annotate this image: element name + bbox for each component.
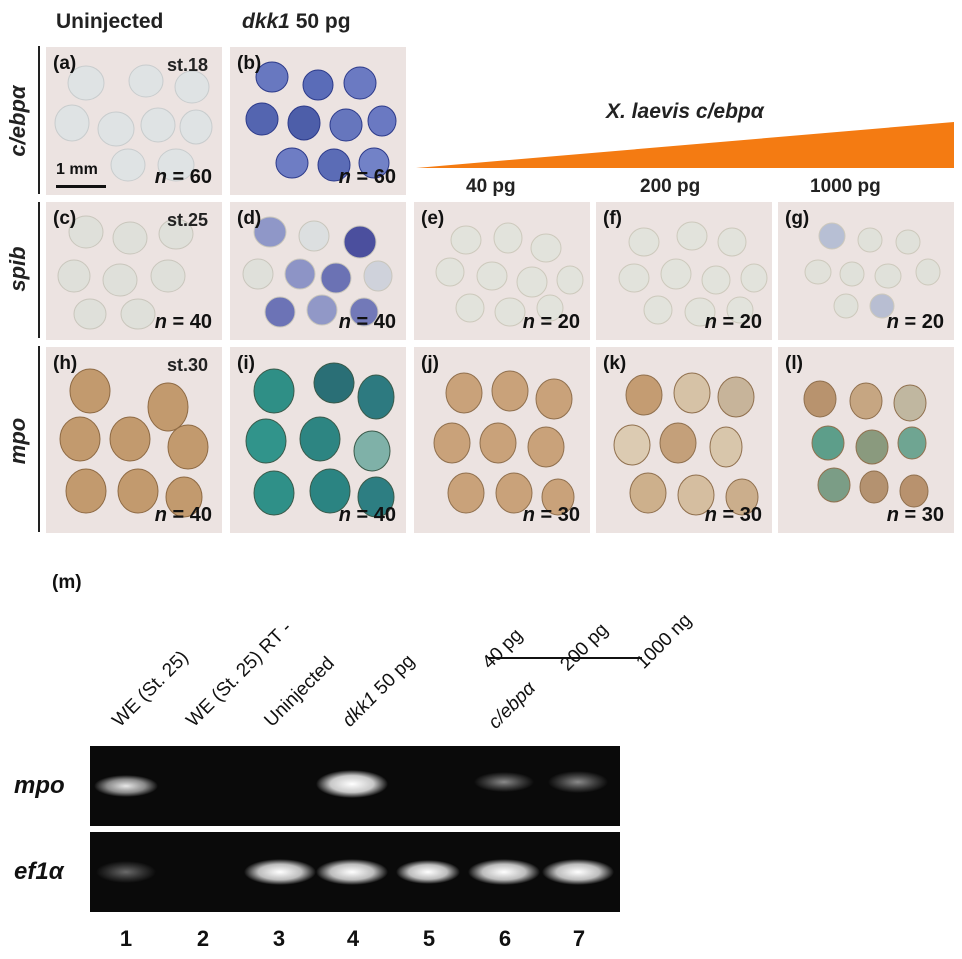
embryo-image [803,380,929,508]
sample-count: n = 20 [886,311,944,333]
panel-g: (g) n = 20 [778,202,954,340]
sample-count: n = 30 [704,504,762,526]
lane-header-dkk1-dose: 50 pg [370,650,420,700]
panel-i: (i) n = 40 [230,347,406,533]
panel-label: (c) [53,208,77,229]
embryo-image [54,64,213,188]
panel-j: (j) n = 30 [414,347,590,533]
gel-row-label-mpo: mpo [14,772,65,799]
sample-count: n = 30 [522,504,580,526]
panel-k: (k) n = 30 [596,347,772,533]
lane-number-2: 2 [196,926,210,951]
embryo-image [433,370,575,516]
embryo-image [613,372,759,516]
panel-b: (b) n = 60 [230,47,406,195]
triangle-label: X. laevis c/ebpα [606,100,764,123]
panel-label: (l) [785,353,803,374]
panel-label: (d) [237,208,262,229]
panel-l: (l) n = 30 [778,347,954,533]
panel-label: (e) [421,208,445,229]
column-header-uninjected: Uninjected [56,10,164,33]
dose-label-gel-1000: 1000 ng [632,609,696,674]
gel-image-ef1a [90,832,620,912]
lane-number-3: 3 [272,926,286,951]
embryo-image [618,221,768,327]
gel-image-mpo [90,746,620,826]
sample-count: n = 40 [154,504,212,526]
panel-label: (f) [603,208,622,229]
dose-label-gel-200: 200 pg [556,619,613,676]
row-label-cebpa: c/ebpα [5,85,30,157]
panel-label: (i) [237,353,255,374]
dkk1-dose: 50 pg [295,10,351,33]
row-divider-mpo [38,346,40,532]
sample-count: n = 40 [338,504,396,526]
row-divider-cebpa [38,46,40,194]
row-divider-spib [38,202,40,338]
panel-c: (c) st.25 n = 40 [46,202,222,340]
embryo-image [57,215,194,330]
embryo-image [245,61,397,182]
gel-bands-ef1a [96,859,614,885]
panel-a: (a) st.18 1 mm n = 60 [46,47,222,195]
gel-row-label-ef1a: ef1α [14,858,64,885]
panel-label: (h) [53,353,78,374]
panel-e: (e) n = 20 [414,202,590,340]
lane-header-dkk1-gene: dkk1 [338,688,382,732]
stage-label: st.30 [166,355,208,375]
embryo-image [242,216,393,328]
dose-range-line [488,657,642,659]
sample-count: n = 20 [704,311,762,333]
sample-count: n = 60 [338,166,396,188]
lane-number-6: 6 [498,926,512,951]
panel-f: (f) n = 20 [596,202,772,340]
panel-label: (j) [421,353,439,374]
gel-bands-mpo [94,770,608,798]
lane-header-3: Uninjected [260,652,339,732]
lane-number-7: 7 [572,926,586,951]
lane-header-1: WE (St. 25) [108,647,193,732]
column-header-dkk1: dkk1 50 pg [242,10,351,34]
sample-count: n = 40 [154,311,212,333]
panel-label-m: (m) [52,572,82,593]
sample-count: n = 40 [338,311,396,333]
panel-label: (a) [53,53,77,74]
lane-number-4: 4 [346,926,360,951]
dose-gradient-triangle [416,122,954,168]
row-label-spib: spib [5,246,30,292]
dkk1-gene-name: dkk1 [242,10,290,33]
panel-label: (k) [603,353,627,374]
dose-label-200: 200 pg [640,176,701,197]
dose-label-40: 40 pg [466,176,516,197]
sample-count: n = 30 [886,504,944,526]
lane-header-4: dkk1 50 pg [338,651,419,732]
stage-label: st.18 [166,55,208,75]
sample-count: n = 60 [154,166,212,188]
row-label-mpo: mpo [5,417,30,465]
sample-count: n = 20 [522,311,580,333]
dose-label-1000: 1000 pg [810,176,881,197]
stage-label: st.25 [166,210,208,230]
panel-h: (h) st.30 n = 40 [46,347,222,533]
scale-bar-label: 1 mm [56,161,98,178]
embryo-image [245,362,395,518]
lane-number-5: 5 [422,926,436,951]
dose-label-gel-40: 40 pg [478,624,527,674]
cebpa-gel-label: c/ebpα [484,677,540,734]
embryo-image [59,368,209,518]
embryo-image [804,222,941,319]
panel-label: (g) [785,208,810,229]
panel-d: (d) n = 40 [230,202,406,340]
lane-number-1: 1 [119,926,133,951]
embryo-image [435,222,584,327]
panel-label: (b) [237,53,262,74]
